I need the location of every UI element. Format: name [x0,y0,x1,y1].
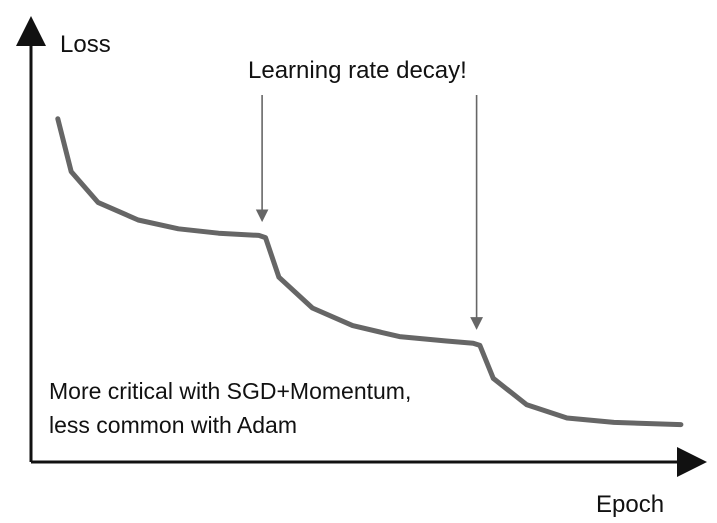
annotation-title: Learning rate decay! [248,57,467,84]
note-line-1: More critical with SGD+Momentum, [49,378,411,404]
x-axis-label: Epoch [596,491,664,518]
note-line-2: less common with Adam [49,412,297,438]
loss-curve-group [55,116,684,428]
loss-curve [55,116,684,428]
y-axis-label: Loss [60,31,111,58]
decay-arrows [255,95,484,330]
